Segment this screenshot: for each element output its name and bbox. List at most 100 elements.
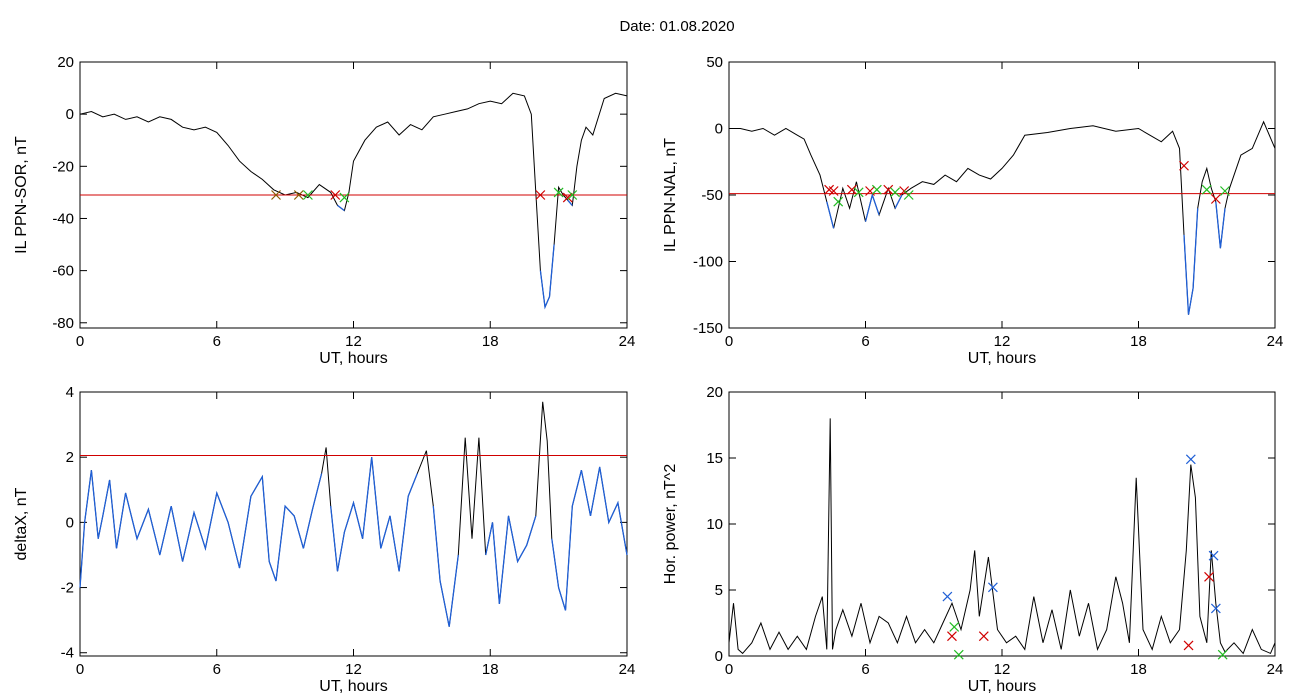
x-tick-label: 24 [619,333,636,350]
x-axis-title: UT, hours [319,678,387,695]
marker-stroke [824,184,835,195]
marker-stroke [1210,194,1221,204]
event-marker [947,631,957,642]
marker-stroke [1183,640,1194,651]
marker-stroke [978,631,989,642]
chart-ppn-sor: 0 6 12 18 24 20 0 -20 -40 -60 -80 UT, hours IL PPN-S… [13,54,635,367]
x-tick-label: 12 [994,661,1011,678]
chart-hor-power: 0 6 12 18 24 20 15 10 5 0 UT, hours Hor. power, nT^… [662,384,1283,695]
marker-stroke [562,192,573,203]
y-tick-label: 5 [715,582,723,599]
x-tick-label: 18 [482,333,499,350]
y-axis-title: Hor. power, nT^2 [662,464,679,585]
event-marker [271,190,281,200]
below-threshold-line [485,515,537,604]
y-tick-label: -2 [61,580,74,597]
event-marker [1208,550,1219,561]
event-marker [978,631,989,642]
below-threshold-line [894,194,903,209]
x-tick-label: 6 [861,661,869,678]
event-marker [567,190,578,200]
marker-stroke [833,196,844,207]
marker-stroke [903,190,914,200]
y-axis-title: IL PPN-NAL, nT [662,138,679,252]
event-marker [1210,194,1221,204]
y-tick-label: 0 [66,514,74,531]
below-threshold-line [432,506,459,627]
y-tick-label: -20 [52,158,74,175]
event-marker [1183,640,1194,651]
marker-stroke [293,190,304,200]
x-tick-label: 0 [725,333,733,350]
event-marker [833,196,844,207]
y-tick-label: -50 [701,187,723,204]
marker-stroke [553,187,564,198]
below-threshold-line [826,201,835,229]
chart-deltax: 0 6 12 18 24 4 2 0 -2 -4 UT, hours deltaX, nT [13,384,635,695]
marker-stroke [871,184,882,195]
plot-frame [79,391,628,657]
marker-stroke [1185,454,1196,465]
event-marker [853,187,864,198]
marker-stroke [853,187,864,198]
marker-stroke [987,582,998,593]
event-marker [1201,184,1212,195]
series-line [79,92,628,309]
marker-stroke [330,190,341,200]
y-tick-label: -4 [61,645,74,662]
marker-stroke [942,591,953,602]
x-tick-label: 12 [345,661,362,678]
below-threshold-line [1215,201,1226,249]
event-marker [1185,454,1196,465]
event-marker [562,192,573,203]
y-tick-label: 50 [706,54,723,71]
event-marker [330,190,341,200]
event-marker [1220,186,1230,196]
marker-stroke [828,186,839,196]
below-threshold-line [79,470,323,588]
event-marker [1217,649,1228,660]
event-marker [1204,571,1214,582]
event-marker [828,186,839,196]
series-line [729,120,1276,315]
event-marker [293,190,304,200]
event-marker [553,187,564,198]
event-marker [871,184,882,195]
marker-stroke [1217,649,1228,660]
x-tick-label: 24 [1267,661,1284,678]
x-tick-label: 18 [482,661,499,678]
x-tick-label: 12 [994,333,1011,350]
y-tick-label: 2 [66,449,74,466]
y-tick-label: 4 [66,384,74,401]
event-marker [535,190,546,200]
x-tick-label: 18 [1130,661,1147,678]
plot-frame [728,391,1276,657]
event-marker [1179,160,1189,171]
x-tick-label: 6 [213,661,221,678]
y-tick-label: 20 [706,384,723,401]
marker-stroke [339,192,350,203]
y-tick-label: -80 [52,315,74,332]
y-tick-label: 0 [715,648,723,665]
y-axis-title: IL PPN-SOR, nT [13,136,30,254]
event-marker [949,622,960,632]
x-axis-title: UT, hours [319,350,387,367]
x-axis-title: UT, hours [968,678,1036,695]
marker-stroke [890,187,900,198]
x-tick-label: 12 [345,333,362,350]
marker-stroke [1220,186,1230,196]
event-marker [987,582,998,593]
marker-stroke [865,186,875,196]
event-marker [302,190,313,200]
below-threshold-line [567,199,573,206]
marker-stroke [1201,184,1212,195]
series-line [79,401,628,627]
marker-stroke [271,190,281,200]
x-axis-title: UT, hours [968,350,1036,367]
x-tick-label: 0 [76,661,84,678]
event-marker [846,184,857,195]
below-threshold-line [1183,208,1199,315]
y-tick-label: -150 [693,320,723,337]
event-marker [1210,603,1221,614]
